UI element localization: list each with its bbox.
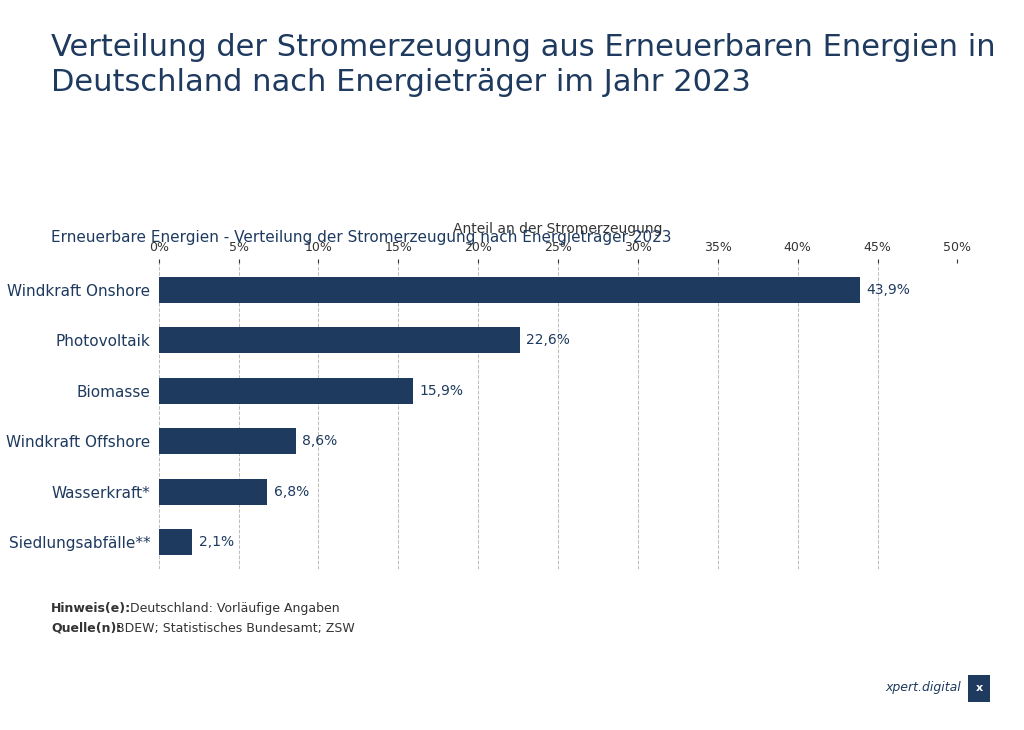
Text: x: x bbox=[976, 683, 982, 694]
Bar bbox=[159, 377, 413, 404]
Text: BDEW; Statistisches Bundesamt; ZSW: BDEW; Statistisches Bundesamt; ZSW bbox=[112, 622, 354, 635]
Text: Erneuerbare Energien - Verteilung der Stromerzeugung nach Energieträger 2023: Erneuerbare Energien - Verteilung der St… bbox=[51, 230, 672, 245]
Text: Quelle(n):: Quelle(n): bbox=[51, 622, 122, 635]
X-axis label: Anteil an der Stromerzeugung: Anteil an der Stromerzeugung bbox=[454, 222, 663, 236]
Text: Hinweis(e):: Hinweis(e): bbox=[51, 602, 131, 615]
Text: Verteilung der Stromerzeugung aus Erneuerbaren Energien in
Deutschland nach Ener: Verteilung der Stromerzeugung aus Erneue… bbox=[51, 33, 995, 96]
Text: 8,6%: 8,6% bbox=[302, 434, 338, 448]
Text: 6,8%: 6,8% bbox=[273, 485, 309, 499]
Text: 15,9%: 15,9% bbox=[419, 384, 463, 398]
Text: Deutschland: Vorläufige Angaben: Deutschland: Vorläufige Angaben bbox=[126, 602, 340, 615]
Text: 22,6%: 22,6% bbox=[526, 334, 570, 347]
Bar bbox=[159, 529, 193, 556]
Bar bbox=[159, 327, 520, 353]
Bar bbox=[159, 277, 860, 303]
Bar bbox=[159, 479, 267, 505]
Bar bbox=[159, 429, 296, 455]
Text: xpert.digital: xpert.digital bbox=[886, 681, 962, 694]
Text: 2,1%: 2,1% bbox=[199, 535, 233, 550]
Text: 43,9%: 43,9% bbox=[866, 283, 910, 297]
